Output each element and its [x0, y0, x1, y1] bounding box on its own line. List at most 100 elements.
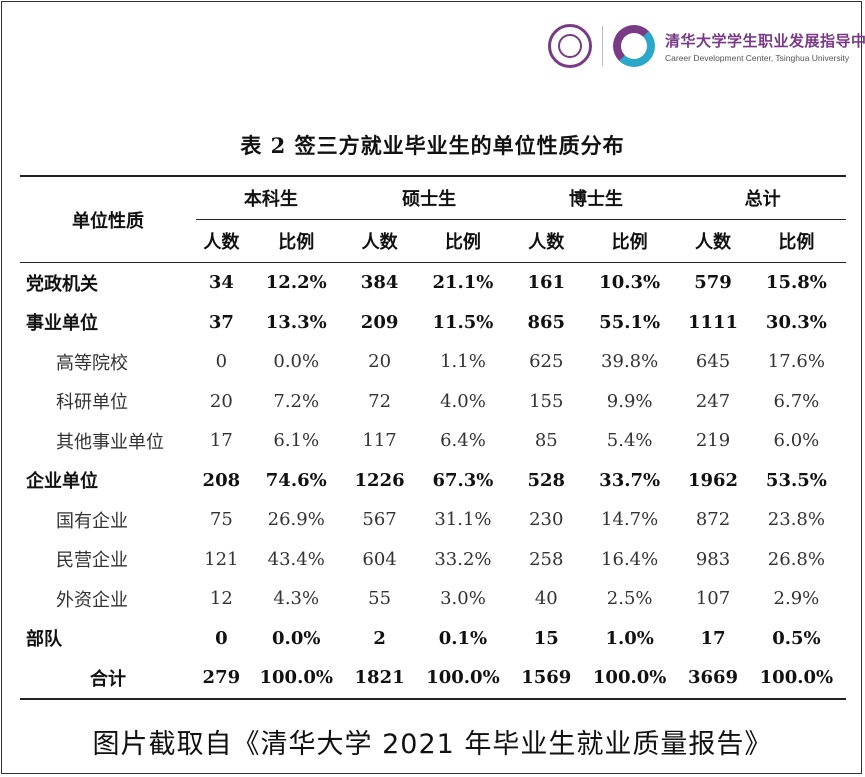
- cell-ratio: 33.7%: [599, 469, 661, 491]
- cell-ratio: 53.5%: [765, 469, 827, 491]
- cell-count: 219: [695, 430, 731, 452]
- table-row: 科研单位 20 7.2% 72 4.0% 155 9.9% 247 6.7%: [20, 382, 846, 422]
- cell-ratio: 31.1%: [434, 509, 492, 531]
- table-row: 外资企业 12 4.3% 55 3.0% 40 2.5% 107 2.9%: [20, 579, 846, 619]
- cell-count: 107: [695, 588, 731, 610]
- table-row: 企业单位 208 74.6% 1226 67.3% 528 33.7% 1962 53.5%: [20, 461, 846, 501]
- table-row: 民营企业 121 43.4% 604 33.2% 258 16.4% 983 26.8%: [20, 540, 846, 580]
- cell-count: 17: [209, 430, 233, 452]
- cell-ratio: 6.1%: [273, 430, 320, 452]
- employment-table: 单位性质 本科生 硕士生 博士生 总计 人数 比例 人数 比例 人数 比例 人数…: [20, 175, 846, 700]
- cell-count: 12: [209, 588, 233, 610]
- cell-ratio: 1.0%: [605, 627, 654, 649]
- group-header-master: 硕士生: [345, 176, 513, 220]
- row-category: 其他事业单位: [56, 431, 164, 453]
- row-category: 党政机关: [26, 273, 98, 295]
- cell-ratio: 11.5%: [432, 311, 494, 333]
- row-category: 事业单位: [26, 313, 98, 335]
- cell-count: 865: [527, 311, 566, 333]
- cell-count: 604: [362, 548, 397, 570]
- row-category: 合计: [90, 668, 126, 690]
- cell-ratio: 7.2%: [273, 390, 320, 412]
- cell-ratio: 2.9%: [773, 588, 820, 610]
- cell-ratio: 6.7%: [773, 390, 820, 412]
- cell-count: 528: [527, 469, 566, 491]
- table-row: 合计 279 100.0% 1821 100.0% 1569 100.0% 3669 100.0…: [20, 658, 846, 699]
- cell-count: 72: [368, 390, 392, 412]
- cell-count: 3669: [687, 667, 739, 689]
- tsinghua-seal-icon: [548, 24, 592, 68]
- cell-ratio: 12.2%: [265, 272, 327, 294]
- cell-ratio: 14.7%: [601, 509, 659, 531]
- cell-count: 209: [360, 311, 399, 333]
- cell-count: 579: [694, 272, 732, 294]
- cell-ratio: 13.3%: [265, 311, 327, 333]
- subheader-count: 人数: [345, 219, 414, 263]
- cell-ratio: 100.0%: [426, 667, 500, 689]
- subheader-count: 人数: [196, 219, 247, 263]
- cell-count: 208: [202, 469, 241, 491]
- cell-count: 0: [215, 627, 228, 649]
- cell-count: 1111: [687, 311, 739, 333]
- cell-ratio: 100.0%: [592, 667, 667, 689]
- cell-count: 34: [208, 272, 234, 294]
- cell-count: 0: [215, 351, 228, 373]
- row-category: 科研单位: [56, 392, 128, 414]
- cell-count: 247: [695, 390, 731, 412]
- table-title: 表 2 签三方就业毕业生的单位性质分布: [240, 133, 625, 158]
- logo-english-name: Career Development Center, Tsinghua Univ…: [665, 52, 850, 63]
- cell-count: 230: [529, 509, 564, 531]
- cell-ratio: 26.8%: [767, 548, 825, 570]
- cell-count: 15: [533, 627, 559, 649]
- subheader-count: 人数: [679, 219, 747, 263]
- cell-ratio: 1.1%: [440, 351, 486, 373]
- cell-ratio: 43.4%: [267, 548, 325, 570]
- cell-count: 117: [362, 430, 397, 452]
- row-category: 外资企业: [56, 589, 128, 611]
- career-center-logo-icon: [613, 25, 655, 67]
- cell-ratio: 26.9%: [267, 509, 325, 531]
- cell-count: 85: [534, 430, 558, 452]
- table-row: 其他事业单位 17 6.1% 117 6.4% 85 5.4% 219 6.0%: [20, 421, 846, 461]
- cell-count: 1226: [354, 469, 405, 491]
- cell-ratio: 4.3%: [273, 588, 320, 610]
- header-logos: 清华大学学生职业发展指导中心 Career Development Center…: [548, 22, 865, 70]
- cell-count: 20: [368, 351, 392, 373]
- cell-ratio: 55.1%: [599, 311, 661, 333]
- cell-ratio: 74.6%: [265, 469, 327, 491]
- career-center-logo-text: 清华大学学生职业发展指导中心 Career Development Center…: [665, 30, 865, 63]
- subheader-ratio: 比例: [580, 219, 680, 263]
- cell-count: 1962: [687, 469, 739, 491]
- logo-divider: [602, 26, 603, 66]
- cell-ratio: 6.4%: [440, 430, 486, 452]
- cell-ratio: 100.0%: [259, 667, 333, 689]
- cell-ratio: 0.0%: [272, 627, 321, 649]
- cell-count: 75: [209, 509, 233, 531]
- cell-count: 384: [360, 272, 399, 294]
- table-row: 部队 0 0.0% 2 0.1% 15 1.0% 17 0.5%: [20, 619, 846, 659]
- logo-chinese-name: 清华大学学生职业发展指导中心: [665, 31, 865, 50]
- cell-ratio: 21.1%: [432, 272, 494, 294]
- cell-count: 625: [529, 351, 564, 373]
- table-row: 事业单位 37 13.3% 209 11.5% 865 55.1% 1111 30.3%: [20, 303, 846, 343]
- cell-count: 17: [700, 627, 726, 649]
- subheader-count: 人数: [512, 219, 581, 263]
- cell-count: 20: [209, 390, 233, 412]
- table-body: 党政机关 34 12.2% 384 21.1% 161 10.3% 579 15.8% 事业单位 3…: [20, 263, 846, 699]
- row-category: 企业单位: [26, 471, 98, 493]
- cell-count: 55: [368, 588, 392, 610]
- row-category: 高等院校: [56, 352, 128, 374]
- cell-count: 37: [208, 311, 234, 333]
- subheader-ratio: 比例: [246, 219, 346, 263]
- cell-count: 2: [373, 627, 386, 649]
- cell-ratio: 9.9%: [606, 390, 653, 412]
- cell-ratio: 2.5%: [606, 588, 653, 610]
- table-row: 高等院校 0 0.0% 20 1.1% 625 39.8% 645 17.6%: [20, 342, 846, 382]
- group-header-doctor: 博士生: [512, 176, 680, 220]
- table-row: 国有企业 75 26.9% 567 31.1% 230 14.7% 872 23.8%: [20, 500, 846, 540]
- cell-ratio: 30.3%: [765, 311, 827, 333]
- source-caption: 图片截取自《清华大学 2021 年毕业生就业质量报告》: [92, 729, 773, 760]
- group-header-undergrad: 本科生: [196, 176, 346, 220]
- cell-count: 279: [202, 667, 241, 689]
- cell-count: 1569: [521, 667, 572, 689]
